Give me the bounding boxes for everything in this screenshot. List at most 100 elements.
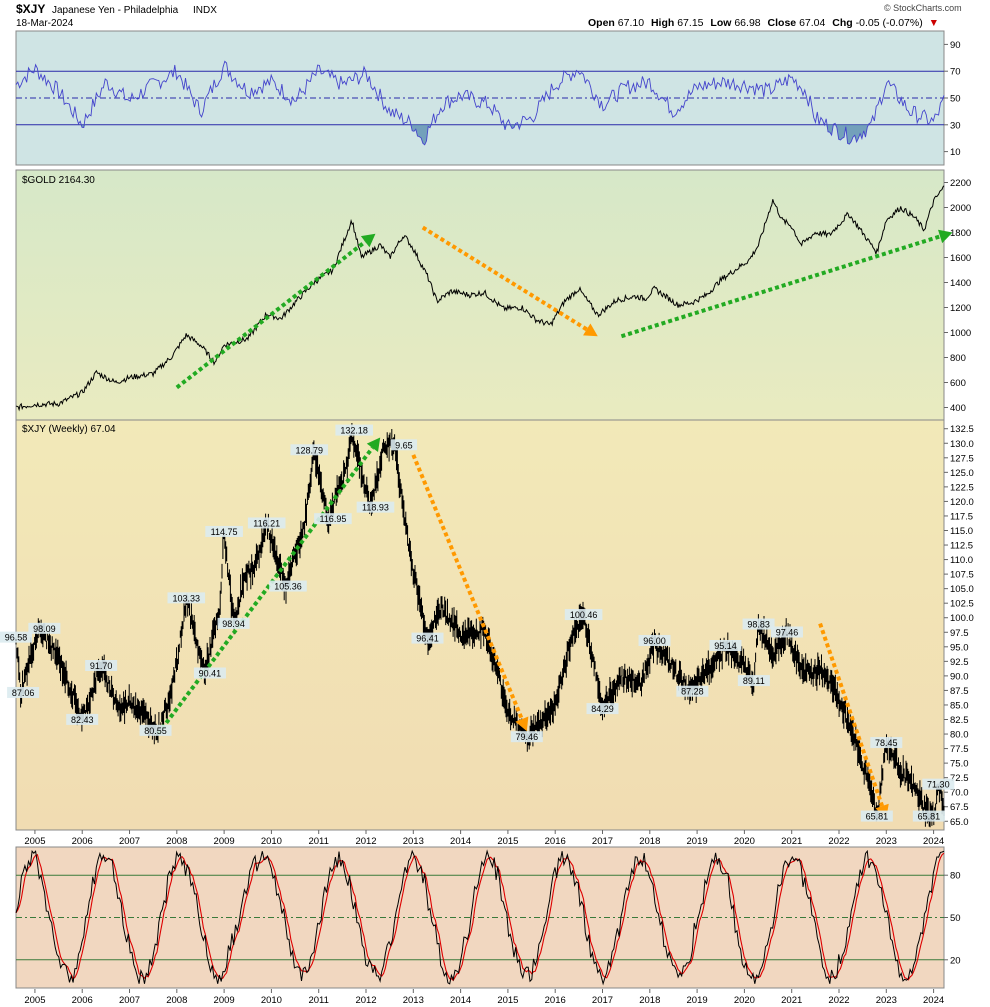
xjy-y-tick-label: 125.0 <box>950 468 974 479</box>
stoch-x-tick-label: 2018 <box>639 995 660 1006</box>
price-label: 96.41 <box>416 634 439 644</box>
rsi-y-tick-label: 10 <box>950 147 961 158</box>
xjy-x-tick-label: 2012 <box>355 836 376 847</box>
gold-y-tick-label: 800 <box>950 353 966 364</box>
gold-y-tick-label: 2000 <box>950 203 971 214</box>
price-label-box <box>269 580 307 592</box>
chg-label: Chg <box>832 17 852 29</box>
price-label-box <box>0 631 32 643</box>
ticker-symbol: $XJY <box>16 2 45 16</box>
stoch-y-tick-label: 50 <box>950 913 961 924</box>
xjy-y-tick-label: 92.5 <box>950 657 969 668</box>
stoch-x-tick-label: 2006 <box>72 995 93 1006</box>
xjy-x-tick-label: 2014 <box>450 836 471 847</box>
price-label: 91.70 <box>90 661 113 671</box>
change-down-icon: ▼ <box>929 17 939 29</box>
xjy-y-tick-label: 115.0 <box>950 526 973 537</box>
price-label-box <box>709 639 742 651</box>
xjy-y-tick-label: 85.0 <box>950 700 969 711</box>
ticker-name: Japanese Yen - Philadelphia <box>52 5 179 16</box>
xjy-y-tick-label: 105.0 <box>950 584 974 595</box>
price-label: 79.46 <box>516 732 539 742</box>
xjy-y-tick-label: 95.0 <box>950 642 969 653</box>
stochastic-k-line <box>15 849 945 986</box>
xjy-y-tick-label: 122.5 <box>950 482 974 493</box>
xjy-y-tick-label: 100.0 <box>950 613 974 624</box>
xjy-y-tick-label: 97.5 <box>950 628 969 639</box>
stoch-x-tick-label: 2011 <box>308 995 328 1006</box>
open-value: 67.10 <box>618 17 644 29</box>
stoch-x-tick-label: 2019 <box>687 995 708 1006</box>
stoch-x-tick-label: 2009 <box>214 995 235 1006</box>
rsi-y-tick-label: 50 <box>950 94 961 105</box>
xjy-y-tick-label: 70.0 <box>950 788 969 799</box>
price-label: 114.75 <box>211 527 238 537</box>
gold-y-tick-label: 1000 <box>950 328 971 339</box>
xjy-y-tick-label: 77.5 <box>950 744 969 755</box>
up-trend-arrow <box>156 446 375 736</box>
xjy-y-tick-label: 82.5 <box>950 715 969 726</box>
price-label-box <box>139 724 172 736</box>
price-label-box <box>411 632 444 644</box>
gold-panel-title: $GOLD 2164.30 <box>22 175 95 186</box>
price-label: 65.81 <box>866 812 889 822</box>
xjy-x-tick-label: 2010 <box>261 836 282 847</box>
stoch-y-tick-label: 20 <box>950 955 961 966</box>
brand-logo: © StockCharts.com <box>884 3 962 13</box>
down-trend-arrow <box>411 454 524 720</box>
price-label-box <box>66 713 99 725</box>
price-label: 82.43 <box>71 715 94 725</box>
xjy-x-tick-label: 2022 <box>828 836 849 847</box>
price-label-box <box>167 592 206 604</box>
xjy-x-tick-label: 2011 <box>308 836 328 847</box>
down-arrow-head <box>583 323 598 337</box>
price-label-box <box>290 444 329 456</box>
price-label: 132.18 <box>340 426 368 436</box>
stoch-x-tick-label: 2012 <box>355 995 376 1006</box>
price-label: 96.00 <box>643 636 666 646</box>
stoch-x-tick-label: 2024 <box>923 995 944 1006</box>
xjy-y-tick-label: 87.5 <box>950 686 969 697</box>
price-label: 100.46 <box>570 610 598 620</box>
up-arrow-head <box>360 233 376 248</box>
stoch-x-tick-label: 2022 <box>828 995 849 1006</box>
ticker-exchange: INDX <box>193 5 217 16</box>
price-label: 98.83 <box>747 620 770 630</box>
price-label-box <box>638 634 671 646</box>
price-label: 80.55 <box>144 726 167 736</box>
price-label: 9.65 <box>395 440 413 450</box>
gold-y-tick-label: 1600 <box>950 253 971 264</box>
up-trend-arrow <box>175 240 367 390</box>
rsi-y-tick-label: 90 <box>950 40 961 51</box>
price-label: 98.09 <box>33 624 56 634</box>
xjy-x-tick-label: 2015 <box>497 836 518 847</box>
price-label-box <box>217 617 250 629</box>
xjy-y-tick-label: 67.5 <box>950 802 969 813</box>
price-label-box <box>28 622 61 634</box>
price-label: 97.46 <box>776 628 799 638</box>
xjy-x-tick-label: 2006 <box>72 836 93 847</box>
stoch-y-tick-label: 80 <box>950 871 961 882</box>
xjy-y-tick-label: 117.5 <box>950 511 973 522</box>
chart-panels: 10 30 50 70 90 400 600 800 1000 1200 1400 1600 1800 2… <box>0 30 974 1006</box>
price-label: 84.29 <box>591 704 614 714</box>
up-arrow-head <box>366 437 381 453</box>
price-label: 65.81 <box>918 812 941 822</box>
price-label: 90.41 <box>199 669 222 679</box>
stoch-x-tick-label: 2014 <box>450 995 471 1006</box>
rsi-line <box>15 60 945 146</box>
stoch-x-tick-label: 2015 <box>497 995 518 1006</box>
xjy-y-tick-label: 75.0 <box>950 759 969 770</box>
xjy-x-tick-label: 2009 <box>214 836 235 847</box>
price-label: 87.06 <box>12 688 35 698</box>
stoch-x-tick-label: 2008 <box>166 995 187 1006</box>
xjy-y-tick-label: 120.0 <box>950 497 974 508</box>
xjy-y-tick-label: 127.5 <box>950 453 974 464</box>
rsi-y-tick-label: 70 <box>950 67 961 78</box>
price-label: 116.95 <box>319 514 346 524</box>
stoch-x-tick-label: 2007 <box>119 995 140 1006</box>
low-label: Low <box>710 17 732 29</box>
stoch-x-tick-label: 2017 <box>592 995 613 1006</box>
xjy-x-tick-label: 2007 <box>119 836 140 847</box>
